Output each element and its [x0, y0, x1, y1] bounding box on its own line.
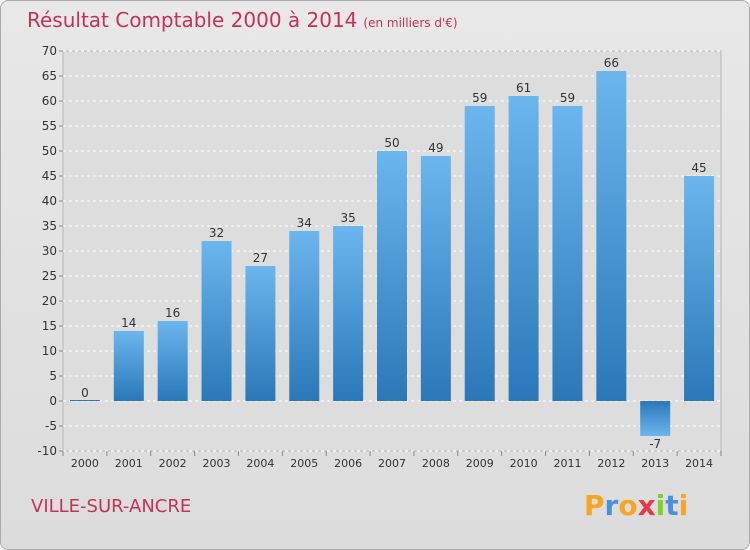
data-label: -7: [649, 437, 661, 451]
x-tick-label: 2002: [159, 457, 187, 470]
y-tick-label: 50: [42, 144, 57, 158]
x-tick-label: 2007: [378, 457, 406, 470]
y-tick-label: 20: [42, 294, 57, 308]
logo-letter: x: [637, 489, 656, 522]
x-tick-label: 2011: [553, 457, 581, 470]
bar: [464, 106, 495, 401]
bar: [289, 231, 320, 401]
y-tick-label: 0: [49, 394, 57, 408]
data-label: 66: [604, 56, 619, 70]
y-tick-label: 70: [42, 44, 57, 58]
bar: [508, 96, 539, 401]
logo-letter: o: [618, 489, 638, 522]
bar: [377, 151, 407, 401]
x-tick-label: 2008: [422, 457, 450, 470]
y-tick-label: 25: [42, 269, 57, 283]
data-label: 14: [121, 316, 136, 330]
y-axis: -10 -5 0 5 10 15 20 25 30 35 40 45 50 55 60 65 70: [37, 44, 63, 458]
x-axis: 2000 2001 2002 2003 2004 2005 2006 2007 2008 2009…: [62, 451, 722, 470]
data-label: 27: [253, 251, 268, 265]
bar: [245, 266, 276, 401]
x-tick-label: 2001: [115, 457, 143, 470]
y-tick-label: 5: [49, 369, 57, 383]
bar: [69, 400, 100, 401]
y-tick-label: -10: [37, 444, 57, 458]
y-tick-label: 15: [42, 319, 57, 333]
data-label: 34: [297, 216, 312, 230]
bar: [420, 156, 451, 401]
data-label: 61: [516, 81, 531, 95]
logo-letter: r: [604, 489, 619, 522]
data-label: 16: [165, 306, 180, 320]
data-label: 59: [472, 91, 487, 105]
y-tick-label: -5: [45, 419, 57, 433]
chart-title-main: Résultat Comptable 2000 à 2014: [27, 8, 358, 32]
data-label: 59: [560, 91, 575, 105]
x-tick-label: 2009: [466, 457, 494, 470]
bar: [552, 106, 583, 401]
x-tick-label: 2006: [334, 457, 362, 470]
bar: [333, 226, 364, 401]
data-labels: 0 14 16 32 27 34 35 50 49 59 61 59 66 -7 45: [81, 56, 707, 451]
x-tick-label: 2013: [641, 457, 669, 470]
chart-title-unit: (en milliers d'€): [363, 16, 458, 30]
bar: [596, 71, 627, 401]
x-tick-label: 2003: [203, 457, 231, 470]
bars: [69, 71, 715, 436]
data-label: 49: [428, 141, 443, 155]
data-label: 0: [81, 386, 89, 400]
data-label: 35: [340, 211, 355, 225]
x-tick-label: 2010: [510, 457, 538, 470]
y-tick-label: 65: [42, 69, 57, 83]
y-tick-label: 55: [42, 119, 57, 133]
y-tick-label: 10: [42, 344, 57, 358]
logo-letter: t: [665, 489, 679, 522]
y-tick-label: 45: [42, 169, 57, 183]
data-label: 45: [691, 161, 706, 175]
x-tick-label: 2012: [597, 457, 625, 470]
data-label: 32: [209, 226, 224, 240]
y-tick-label: 30: [42, 244, 57, 258]
logo-letter: P: [584, 489, 605, 522]
y-tick-label: 60: [42, 94, 57, 108]
logo-letter: i: [678, 489, 689, 522]
proxiti-logo: Proxiti: [584, 489, 688, 522]
x-tick-label: 2005: [290, 457, 318, 470]
x-tick-label: 2014: [685, 457, 713, 470]
bar: [684, 176, 715, 401]
y-tick-label: 35: [42, 219, 57, 233]
bar: [640, 401, 671, 436]
logo-letter: i: [655, 489, 666, 522]
y-tick-label: 40: [42, 194, 57, 208]
x-tick-label: 2004: [246, 457, 274, 470]
chart-title: Résultat Comptable 2000 à 2014 (en millie…: [27, 8, 458, 32]
x-tick-label: 2000: [71, 457, 99, 470]
bar: [157, 321, 188, 401]
bar: [113, 331, 144, 401]
commune-name: VILLE-SUR-ANCRE: [31, 496, 192, 517]
data-label: 50: [384, 136, 399, 150]
bar: [201, 241, 232, 401]
